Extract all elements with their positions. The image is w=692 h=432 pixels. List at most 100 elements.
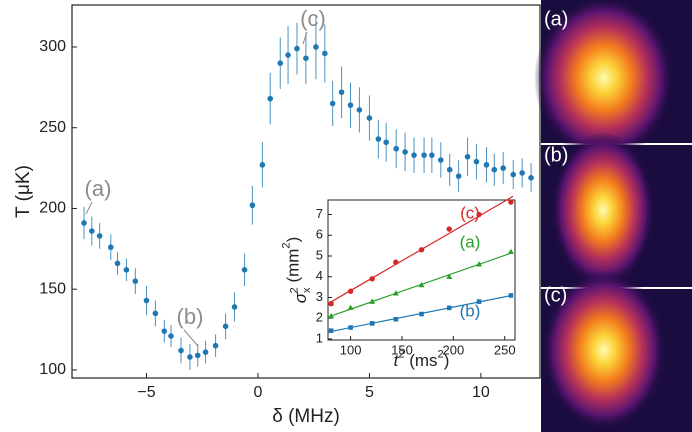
data-point	[107, 244, 114, 251]
y-tick-label: 250	[39, 119, 66, 136]
data-point	[212, 342, 219, 349]
data-point	[187, 354, 193, 360]
data-point	[393, 259, 399, 265]
y-tick-label: 100	[39, 361, 66, 378]
data-point	[402, 149, 408, 155]
data-point	[178, 347, 184, 354]
data-point	[491, 166, 498, 173]
y-tick-label: 4	[316, 268, 323, 283]
data-point	[294, 45, 300, 52]
label-part: (mm	[284, 249, 303, 288]
label-part: t	[394, 351, 400, 370]
data-point	[285, 52, 291, 58]
data-point	[168, 333, 174, 339]
axis-label: σx2 (mm2)	[281, 237, 313, 304]
data-point	[161, 328, 168, 334]
data-point	[476, 299, 482, 304]
data-point	[464, 153, 471, 160]
y-tick-label: 150	[39, 280, 66, 297]
data-point	[303, 55, 309, 62]
data-point	[132, 278, 139, 284]
data-point	[411, 152, 417, 158]
x-tick-label: 250	[494, 342, 516, 357]
data-point	[508, 293, 514, 298]
data-point	[259, 162, 266, 168]
plot-frame	[71, 4, 541, 379]
data-point	[476, 261, 483, 267]
data-point	[507, 248, 514, 255]
axis-label: t2 (ms2)	[394, 348, 450, 370]
data-point	[96, 233, 103, 239]
data-point	[393, 145, 399, 152]
data-point	[123, 267, 130, 273]
data-point	[446, 305, 452, 311]
data-point	[446, 166, 453, 173]
data-point	[393, 316, 399, 322]
label-part: 2	[398, 348, 404, 360]
data-point	[328, 301, 334, 307]
data-point	[510, 171, 517, 178]
data-point	[473, 158, 480, 165]
label-part: x	[301, 287, 313, 293]
x-tick-label: 100	[340, 342, 362, 357]
data-point	[437, 157, 444, 163]
label-part: σ	[291, 292, 310, 303]
label-part: 2	[281, 242, 293, 248]
annotation-leader	[302, 31, 308, 45]
data-point	[483, 162, 490, 168]
y-tick-label: 2	[316, 310, 323, 325]
data-point	[338, 89, 345, 95]
data-point	[476, 211, 482, 218]
panel-label: (c)	[544, 284, 567, 306]
data-point	[366, 115, 373, 121]
data-point	[348, 325, 353, 330]
data-point	[356, 107, 363, 113]
y-axis-label: T (μK)	[13, 165, 34, 218]
series-label: (c)	[460, 203, 480, 222]
data-point	[231, 304, 238, 310]
data-point	[508, 199, 514, 205]
data-point	[429, 152, 435, 158]
data-point	[81, 220, 87, 226]
data-point	[519, 170, 525, 176]
cloud	[542, 270, 666, 430]
data-point	[328, 328, 334, 333]
data-point	[241, 267, 248, 273]
series-label: (a)	[460, 232, 481, 251]
y-tick-label: 200	[39, 200, 66, 217]
series-label: (b)	[460, 301, 481, 320]
data-point	[347, 304, 354, 311]
label-part: 2	[438, 348, 444, 360]
data-point	[446, 273, 453, 279]
data-point	[249, 202, 256, 209]
data-point	[277, 60, 284, 66]
annotation: (c)	[300, 6, 326, 31]
panel-label: (b)	[544, 144, 568, 166]
data-point	[202, 349, 209, 355]
images: (a) (b) (c)	[534, 0, 692, 432]
annotation-leader	[85, 201, 93, 215]
data-point	[267, 95, 274, 102]
data-point	[375, 136, 382, 142]
y-tick-label: 1	[316, 330, 323, 345]
data-point	[328, 312, 335, 319]
data-point	[89, 228, 95, 234]
data-point	[143, 297, 150, 304]
label-part: 2	[288, 287, 300, 293]
data-point	[528, 174, 534, 181]
label-part: )	[444, 351, 450, 370]
inset-frame	[327, 199, 516, 341]
data-point	[322, 50, 328, 57]
data-point	[313, 44, 319, 50]
data-point	[329, 100, 336, 107]
cloud	[551, 132, 655, 288]
label-part: )	[284, 237, 303, 243]
data-point	[500, 165, 507, 171]
x-tick-label: 0	[253, 384, 262, 401]
annotation-leader	[183, 329, 199, 347]
x-axis-label: δ (MHz)	[272, 406, 340, 427]
y-tick-label: 5	[316, 247, 323, 262]
y-tick-label: 7	[316, 206, 323, 221]
data-point	[152, 310, 159, 317]
